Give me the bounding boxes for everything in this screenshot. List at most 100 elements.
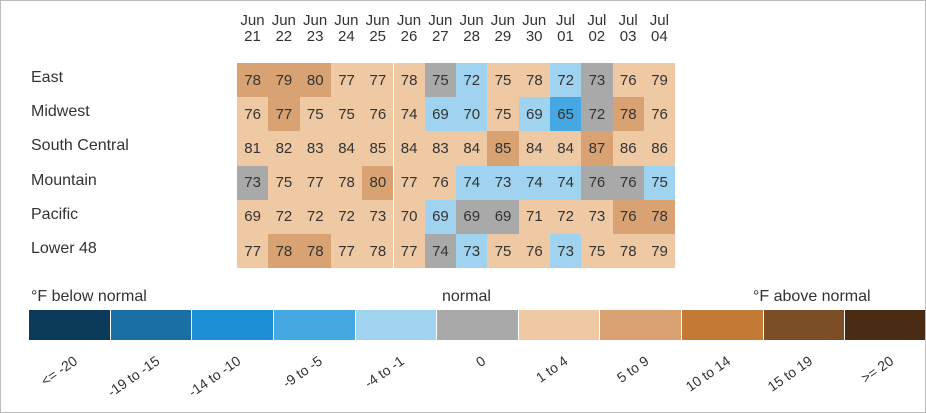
heat-cell: 85 — [487, 131, 519, 166]
heat-cell: 75 — [487, 234, 519, 269]
column-header: Jun 22 — [271, 12, 296, 45]
column-header: Jul 01 — [555, 12, 576, 45]
legend-swatch — [29, 310, 110, 340]
column-header: Jul 04 — [649, 12, 669, 45]
legend-label: -9 to -5 — [279, 352, 326, 391]
legend-swatch — [600, 310, 682, 340]
heat-cell: 78 — [362, 234, 394, 269]
heat-cell: 72 — [299, 199, 331, 234]
heat-cell: 72 — [550, 63, 582, 98]
heat-cell: 76 — [518, 234, 550, 269]
legend-swatch — [355, 310, 437, 340]
heat-cell: 74 — [518, 165, 550, 200]
legend-swatch — [192, 310, 273, 340]
legend-below-title: °F below normal — [31, 288, 147, 305]
column-header: Jun 30 — [522, 12, 547, 45]
heat-cell: 76 — [612, 165, 644, 200]
heat-cell: 72 — [456, 63, 488, 98]
heat-cell: 87 — [581, 131, 613, 166]
heat-cell: 75 — [424, 63, 457, 98]
legend-label: -19 to -15 — [103, 352, 163, 400]
heat-cell: 75 — [487, 97, 519, 132]
column-header: Jul 03 — [618, 12, 638, 45]
heat-cell: 75 — [299, 97, 331, 132]
heat-cell: 74 — [456, 165, 488, 200]
heat-cell: 84 — [518, 131, 550, 166]
heat-cell: 78 — [643, 199, 676, 234]
heat-cell: 72 — [550, 199, 582, 234]
heat-cell: 77 — [330, 63, 363, 98]
heat-cell: 78 — [237, 63, 269, 98]
heat-cell: 81 — [237, 131, 269, 166]
heat-cell: 75 — [487, 63, 519, 98]
heat-cell: 75 — [330, 97, 363, 132]
heat-cell: 73 — [237, 165, 269, 200]
heat-cell: 77 — [393, 234, 425, 269]
heat-cell: 82 — [268, 131, 300, 166]
column-header: Jun 26 — [396, 12, 422, 45]
legend-swatch — [273, 310, 355, 340]
legend-label: -14 to -10 — [185, 352, 244, 400]
column-header: Jun 23 — [303, 12, 328, 45]
heat-cell: 76 — [612, 199, 644, 234]
heat-cell: 84 — [550, 131, 582, 166]
heat-cell: 77 — [362, 63, 394, 98]
heat-cell: 70 — [456, 97, 488, 132]
heat-cell: 65 — [550, 97, 582, 132]
heat-cell: 69 — [424, 199, 457, 234]
heat-cell: 78 — [299, 234, 331, 269]
legend-above-title: °F above normal — [753, 288, 871, 305]
heat-cell: 79 — [643, 234, 676, 269]
column-header: Jun 28 — [459, 12, 484, 45]
row-label: Midwest — [31, 103, 90, 121]
heat-cell: 77 — [237, 234, 269, 269]
heat-cell: 74 — [393, 97, 425, 132]
legend-label: 5 to 9 — [613, 352, 652, 386]
heat-cell: 78 — [612, 234, 644, 269]
heat-cell: 84 — [456, 131, 488, 166]
legend-swatch — [518, 310, 600, 340]
heat-cell: 84 — [393, 131, 425, 166]
heat-cell: 74 — [424, 234, 457, 269]
legend-normal-title: normal — [442, 288, 491, 305]
heat-cell: 74 — [550, 165, 582, 200]
heat-cell: 79 — [268, 63, 300, 98]
column-header: Jun 24 — [334, 12, 359, 45]
heat-cell: 73 — [487, 165, 519, 200]
heat-cell: 75 — [581, 234, 613, 269]
heat-cell: 73 — [581, 63, 613, 98]
heat-cell: 76 — [237, 97, 269, 132]
heat-cell: 83 — [424, 131, 457, 166]
heat-cell: 69 — [237, 199, 269, 234]
legend-label: >= 20 — [858, 352, 897, 387]
heat-cell: 69 — [424, 97, 457, 132]
heat-cell: 69 — [456, 199, 488, 234]
heat-cell: 78 — [393, 63, 425, 98]
heat-cell: 73 — [362, 199, 394, 234]
heat-cell: 72 — [268, 199, 300, 234]
heat-cell: 85 — [362, 131, 394, 166]
heat-cell: 77 — [330, 234, 363, 269]
column-header: Jun 29 — [490, 12, 515, 45]
row-label: Pacific — [31, 205, 79, 223]
heat-cell: 76 — [643, 97, 676, 132]
heat-cell: 75 — [268, 165, 300, 200]
heat-cell: 83 — [299, 131, 331, 166]
heat-cell: 76 — [581, 165, 613, 200]
legend-swatch — [437, 310, 518, 340]
legend-label: 1 to 4 — [532, 352, 571, 386]
column-header: Jul 02 — [587, 12, 607, 45]
heat-cell: 73 — [456, 234, 488, 269]
heat-cell: 77 — [393, 165, 425, 200]
row-label: Lower 48 — [31, 240, 97, 257]
heat-cell: 73 — [581, 199, 613, 234]
legend-swatch — [763, 310, 845, 340]
heat-cell: 80 — [362, 165, 394, 200]
heat-cell: 79 — [643, 63, 676, 98]
legend-swatch — [682, 310, 763, 340]
heat-cell: 80 — [299, 63, 331, 98]
heat-cell: 86 — [612, 131, 644, 166]
row-label: East — [31, 69, 64, 86]
legend-label: 0 — [473, 352, 489, 371]
